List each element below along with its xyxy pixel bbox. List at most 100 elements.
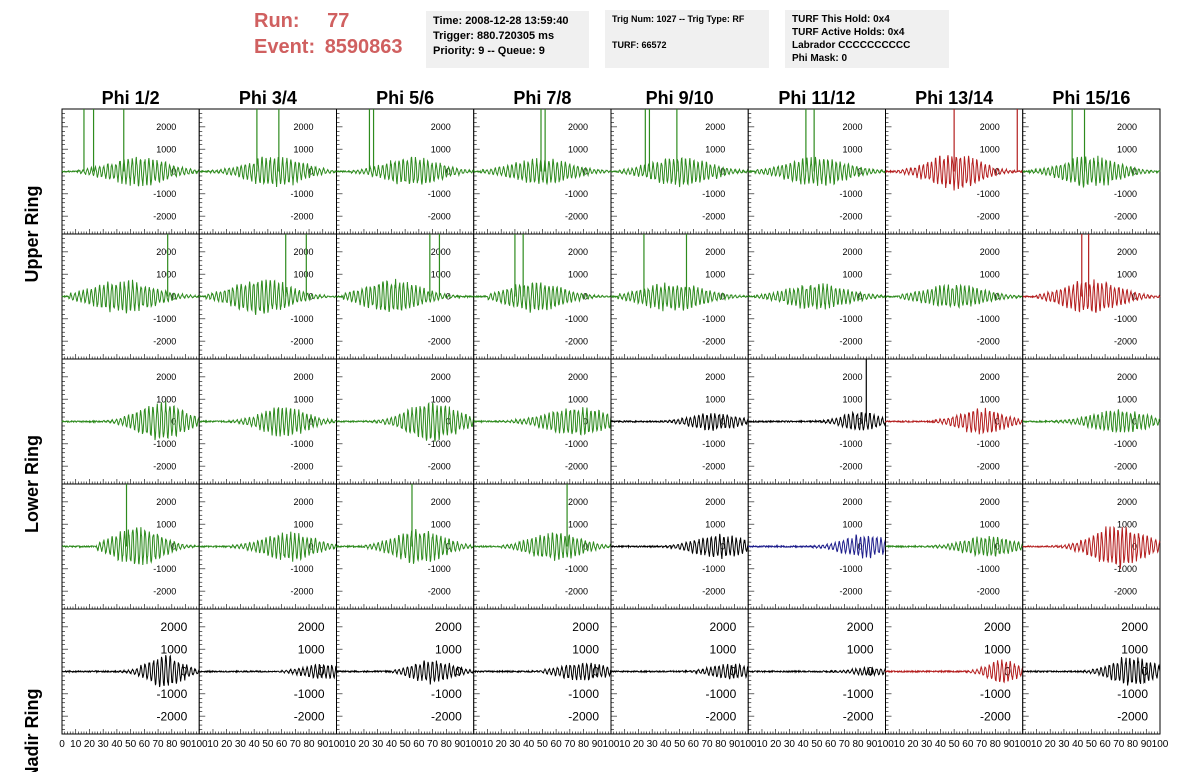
x-tick-label: 50: [537, 739, 549, 750]
column-title: Phi 1/2: [102, 88, 160, 108]
x-tick-label: 40: [249, 739, 261, 750]
x-tick-label: 60: [551, 739, 563, 750]
waveform-trace: [885, 659, 1024, 684]
x-tick-label: 50: [262, 739, 274, 750]
panel-r1-c5: 2000 1000 0 -1000 -2000: [747, 233, 886, 360]
x-tick-label: 80: [990, 739, 1002, 750]
y-tick-label: 2000: [980, 247, 1000, 257]
y-tick-label: -2000: [565, 461, 588, 471]
y-tick-label: -1000: [980, 687, 1011, 701]
y-tick-label: -2000: [157, 709, 188, 723]
y-tick-label: 1000: [842, 269, 862, 279]
x-tick-label: 90: [866, 739, 878, 750]
y-tick-label: 2000: [710, 620, 737, 634]
y-tick-label: 2000: [568, 497, 588, 507]
waveform-trace: [885, 155, 1024, 191]
panel-r0-c3: 2000 1000 0 -1000 -2000: [473, 108, 612, 235]
y-tick-label: -2000: [980, 709, 1011, 723]
y-tick-label: -1000: [153, 314, 176, 324]
y-tick-label: -2000: [1114, 586, 1137, 596]
panel-r1-c0: 2000 1000 0 -1000 -2000: [61, 233, 200, 360]
y-tick-label: 2000: [293, 372, 313, 382]
x-tick-label: 70: [839, 739, 851, 750]
y-tick-label: -2000: [977, 211, 1000, 221]
y-tick-label: 2000: [705, 497, 725, 507]
x-tick-label: 20: [221, 739, 233, 750]
y-tick-label: -2000: [428, 211, 451, 221]
y-tick-label: -1000: [428, 189, 451, 199]
y-tick-label: -1000: [565, 314, 588, 324]
y-tick-label: -2000: [839, 586, 862, 596]
y-tick-label: -2000: [839, 211, 862, 221]
y-tick-label: -1000: [153, 189, 176, 199]
waveform-trace: [1022, 525, 1161, 569]
y-tick-label: 0: [1132, 542, 1137, 552]
run-event-info: Run: 77 Event: 8590863: [254, 8, 424, 60]
y-tick-label: 1000: [705, 519, 725, 529]
y-tick-label: 0: [867, 665, 874, 679]
y-tick-label: 1000: [1117, 394, 1137, 404]
x-tick-label: 80: [715, 739, 727, 750]
panel-r3-c5: 2000 1000 0 -1000 -2000: [747, 483, 886, 610]
column-title: Phi 9/10: [646, 88, 714, 108]
waveform-trace: [336, 401, 475, 442]
x-tick-label: 90: [1141, 739, 1153, 750]
y-tick-label: -1000: [565, 564, 588, 574]
column-title: Phi 5/6: [376, 88, 434, 108]
x-tick-label: 60: [962, 739, 974, 750]
column-title: Phi 15/16: [1052, 88, 1130, 108]
y-tick-label: 2000: [842, 372, 862, 382]
y-tick-label: 2000: [847, 620, 874, 634]
y-tick-label: 0: [995, 542, 1000, 552]
waveform-trace: [473, 662, 612, 681]
x-tick-label: 100: [1014, 739, 1031, 750]
y-tick-label: 2000: [431, 247, 451, 257]
y-tick-label: -1000: [157, 687, 188, 701]
y-tick-label: -1000: [428, 314, 451, 324]
panel-frame: [1022, 233, 1161, 360]
waveform-trace: [473, 158, 612, 186]
waveform-trace: [61, 156, 200, 187]
panel-r4-c1: 2000 1000 0 -1000 -2000: [198, 608, 337, 735]
panel-r0-c1: 2000 1000 0 -1000 -2000: [198, 108, 337, 235]
y-tick-label: 1000: [156, 144, 176, 154]
x-tick-label: 10: [619, 739, 631, 750]
y-tick-label: -1000: [702, 439, 725, 449]
panel-r3-c6: 2000 1000 0 -1000 -2000: [885, 483, 1024, 610]
waveform-trace: [610, 282, 749, 312]
waveform-trace: [61, 400, 200, 441]
waveform-trace: [199, 531, 337, 562]
waveform-trace: [336, 278, 475, 312]
x-tick-label: 30: [372, 739, 384, 750]
y-tick-label: -1000: [843, 687, 874, 701]
y-tick-label: -2000: [839, 461, 862, 471]
y-tick-label: 1000: [1121, 642, 1148, 656]
waveform-trace: [1022, 155, 1161, 189]
y-tick-label: -2000: [1117, 709, 1148, 723]
y-tick-label: 2000: [298, 620, 325, 634]
y-tick-label: 2000: [842, 497, 862, 507]
x-tick-label: 40: [111, 739, 123, 750]
y-tick-label: -1000: [565, 189, 588, 199]
panel-r1-c3: 2000 1000 0 -1000 -2000: [473, 233, 612, 360]
waveform-trace: [473, 532, 612, 561]
y-tick-label: 2000: [1117, 122, 1137, 132]
event-line: Event: 8590863: [254, 34, 424, 60]
y-tick-label: 0: [1141, 665, 1148, 679]
x-tick-label: 50: [949, 739, 961, 750]
waveform-trace: [473, 282, 612, 313]
y-tick-label: 2000: [980, 497, 1000, 507]
waveform-trace: [1022, 657, 1161, 686]
waveform-trace: [610, 662, 749, 680]
y-tick-label: -1000: [1114, 564, 1137, 574]
panel-r3-c0: 2000 1000 0 -1000 -2000: [61, 483, 200, 610]
y-tick-label: 1000: [156, 269, 176, 279]
y-tick-label: 2000: [1117, 497, 1137, 507]
turf-info-box: TURF This Hold: 0x4 TURF Active Holds: 0…: [785, 10, 949, 68]
y-tick-label: -2000: [702, 586, 725, 596]
